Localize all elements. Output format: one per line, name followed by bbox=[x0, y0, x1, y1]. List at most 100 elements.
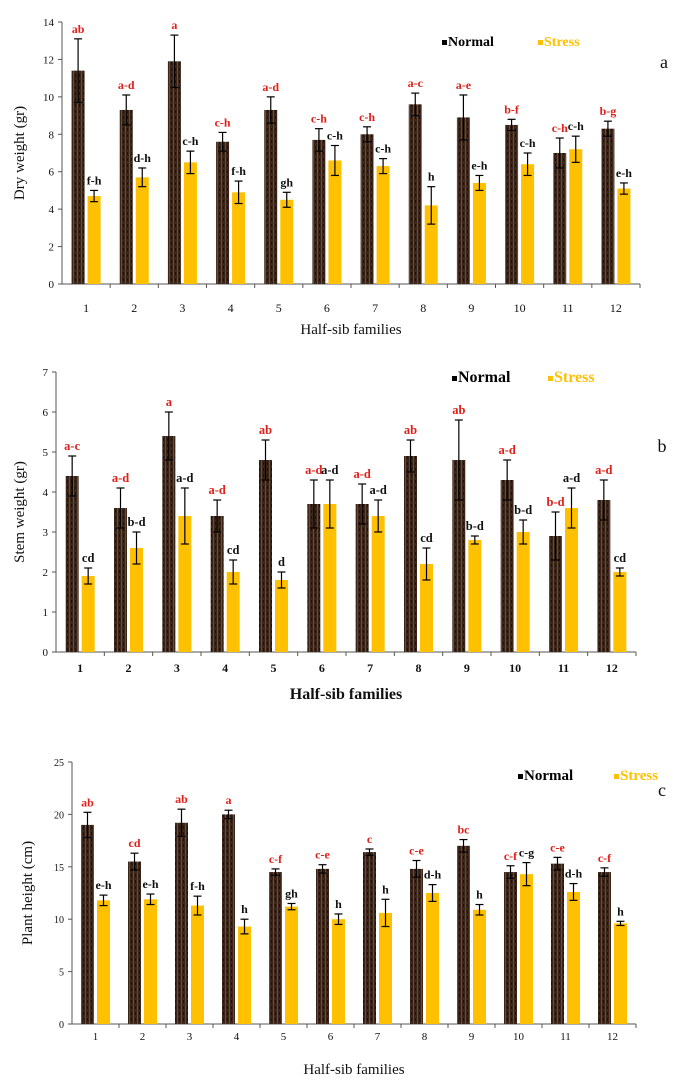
significance-label: ab bbox=[452, 403, 465, 417]
y-tick-label: 6 bbox=[49, 167, 55, 179]
significance-label: h bbox=[335, 897, 342, 911]
significance-label: a-d bbox=[563, 471, 580, 485]
bar-stress-9 bbox=[468, 540, 482, 652]
legend-swatch-normal bbox=[442, 40, 447, 45]
legend-label-normal: Normal bbox=[448, 35, 494, 50]
bar-normal-1 bbox=[71, 70, 85, 285]
bar-stress-7 bbox=[379, 912, 392, 1024]
bar-stress-8 bbox=[426, 893, 439, 1024]
significance-label: gh bbox=[285, 886, 298, 900]
bar-normal-4 bbox=[222, 814, 235, 1024]
x-tick-label: 12 bbox=[606, 661, 618, 675]
x-tick-label: 3 bbox=[174, 661, 180, 675]
significance-label: c-h bbox=[520, 136, 536, 150]
bar-normal-12 bbox=[597, 500, 611, 652]
bar-normal-5 bbox=[264, 109, 278, 284]
significance-label: b-d bbox=[127, 515, 145, 529]
x-tick-label: 2 bbox=[140, 1031, 146, 1043]
bar-normal-2 bbox=[119, 109, 133, 284]
bar-normal-3 bbox=[162, 436, 176, 652]
chart-panel-c: 0 5 10 15 20 25 Plant height (cm) Half-sib fami… bbox=[0, 740, 676, 1082]
bar-normal-4 bbox=[210, 516, 224, 652]
bar-stress-6 bbox=[323, 504, 337, 652]
panel-letter: b bbox=[658, 436, 667, 456]
bar-stress-11 bbox=[565, 508, 578, 652]
significance-label: h bbox=[241, 902, 248, 916]
significance-label: a bbox=[166, 395, 173, 409]
significance-label: c-e bbox=[550, 840, 565, 854]
significance-label: cd bbox=[420, 531, 433, 545]
legend-label-normal: Normal bbox=[524, 768, 573, 784]
bar-normal-3 bbox=[167, 61, 181, 284]
x-tick-label: 4 bbox=[222, 661, 228, 675]
x-tick-label: 8 bbox=[416, 661, 422, 675]
bar-normal-6 bbox=[307, 504, 321, 652]
x-tick-label: 5 bbox=[281, 1031, 287, 1043]
significance-label: b-d bbox=[546, 495, 564, 509]
significance-label: a-d bbox=[262, 80, 279, 94]
y-tick-label: 0 bbox=[59, 1020, 64, 1031]
x-axis-label: Half-sib families bbox=[303, 1062, 404, 1078]
panel-letter: a bbox=[660, 52, 668, 72]
y-tick-label: 4 bbox=[49, 204, 55, 216]
x-tick-label: 7 bbox=[372, 301, 378, 315]
x-tick-label: 10 bbox=[509, 661, 521, 675]
x-tick-label: 9 bbox=[469, 1031, 475, 1043]
x-tick-label: 5 bbox=[271, 661, 277, 675]
x-tick-label: 11 bbox=[560, 1031, 571, 1043]
x-tick-label: 11 bbox=[562, 301, 574, 315]
y-axis-label: Plant height (cm) bbox=[20, 841, 36, 945]
bar-normal-11 bbox=[551, 863, 564, 1024]
x-tick-label: 2 bbox=[126, 661, 132, 675]
significance-label: a-d bbox=[176, 471, 193, 485]
bar-stress-3 bbox=[191, 905, 204, 1024]
bar-normal-6 bbox=[312, 139, 326, 284]
significance-label: c-g bbox=[519, 846, 534, 860]
significance-label: ab bbox=[259, 423, 272, 437]
legend-label-stress: Stress bbox=[620, 768, 658, 784]
bar-normal-8 bbox=[408, 104, 422, 284]
y-tick-label: 7 bbox=[43, 367, 49, 379]
significance-label: a-e bbox=[456, 78, 472, 92]
bar-normal-11 bbox=[549, 536, 562, 652]
significance-label: d bbox=[278, 555, 285, 569]
significance-label: bc bbox=[458, 823, 471, 837]
bar-stress-2 bbox=[135, 177, 149, 284]
legend-label-stress: Stress bbox=[554, 369, 595, 386]
y-tick-label: 15 bbox=[54, 863, 64, 874]
x-tick-label: 2 bbox=[131, 301, 137, 315]
bar-normal-10 bbox=[500, 480, 514, 652]
x-tick-label: 5 bbox=[276, 301, 282, 315]
bar-normal-1 bbox=[65, 476, 79, 652]
x-axis-label: Half-sib families bbox=[290, 686, 402, 703]
bar-stress-7 bbox=[376, 166, 390, 284]
significance-label: c-h bbox=[182, 134, 198, 148]
bar-stress-1 bbox=[87, 196, 101, 284]
y-tick-label: 25 bbox=[54, 758, 64, 769]
significance-label: c-f bbox=[269, 852, 283, 866]
significance-label: c-f bbox=[598, 851, 612, 865]
significance-label: c-f bbox=[504, 849, 518, 863]
y-tick-label: 6 bbox=[43, 407, 49, 419]
x-tick-label: 10 bbox=[514, 301, 526, 315]
bar-stress-6 bbox=[328, 160, 342, 284]
x-tick-label: 1 bbox=[93, 1031, 99, 1043]
significance-label: b-f bbox=[504, 102, 520, 116]
y-tick-label: 5 bbox=[43, 447, 49, 459]
bar-stress-5 bbox=[275, 580, 288, 652]
y-tick-label: 12 bbox=[43, 54, 54, 66]
significance-label: cd bbox=[82, 551, 95, 565]
significance-label: e-h bbox=[96, 878, 112, 892]
bar-stress-2 bbox=[130, 548, 143, 652]
significance-label: a-d bbox=[208, 483, 225, 497]
significance-label: a-d bbox=[498, 443, 515, 457]
significance-label: cd bbox=[227, 543, 240, 557]
bar-normal-12 bbox=[601, 128, 615, 284]
bar-stress-3 bbox=[178, 516, 192, 652]
bar-normal-3 bbox=[175, 822, 188, 1024]
bar-normal-2 bbox=[128, 861, 141, 1024]
significance-label: ab bbox=[72, 22, 85, 36]
significance-label: c-h bbox=[311, 112, 327, 126]
bar-normal-4 bbox=[216, 141, 230, 284]
